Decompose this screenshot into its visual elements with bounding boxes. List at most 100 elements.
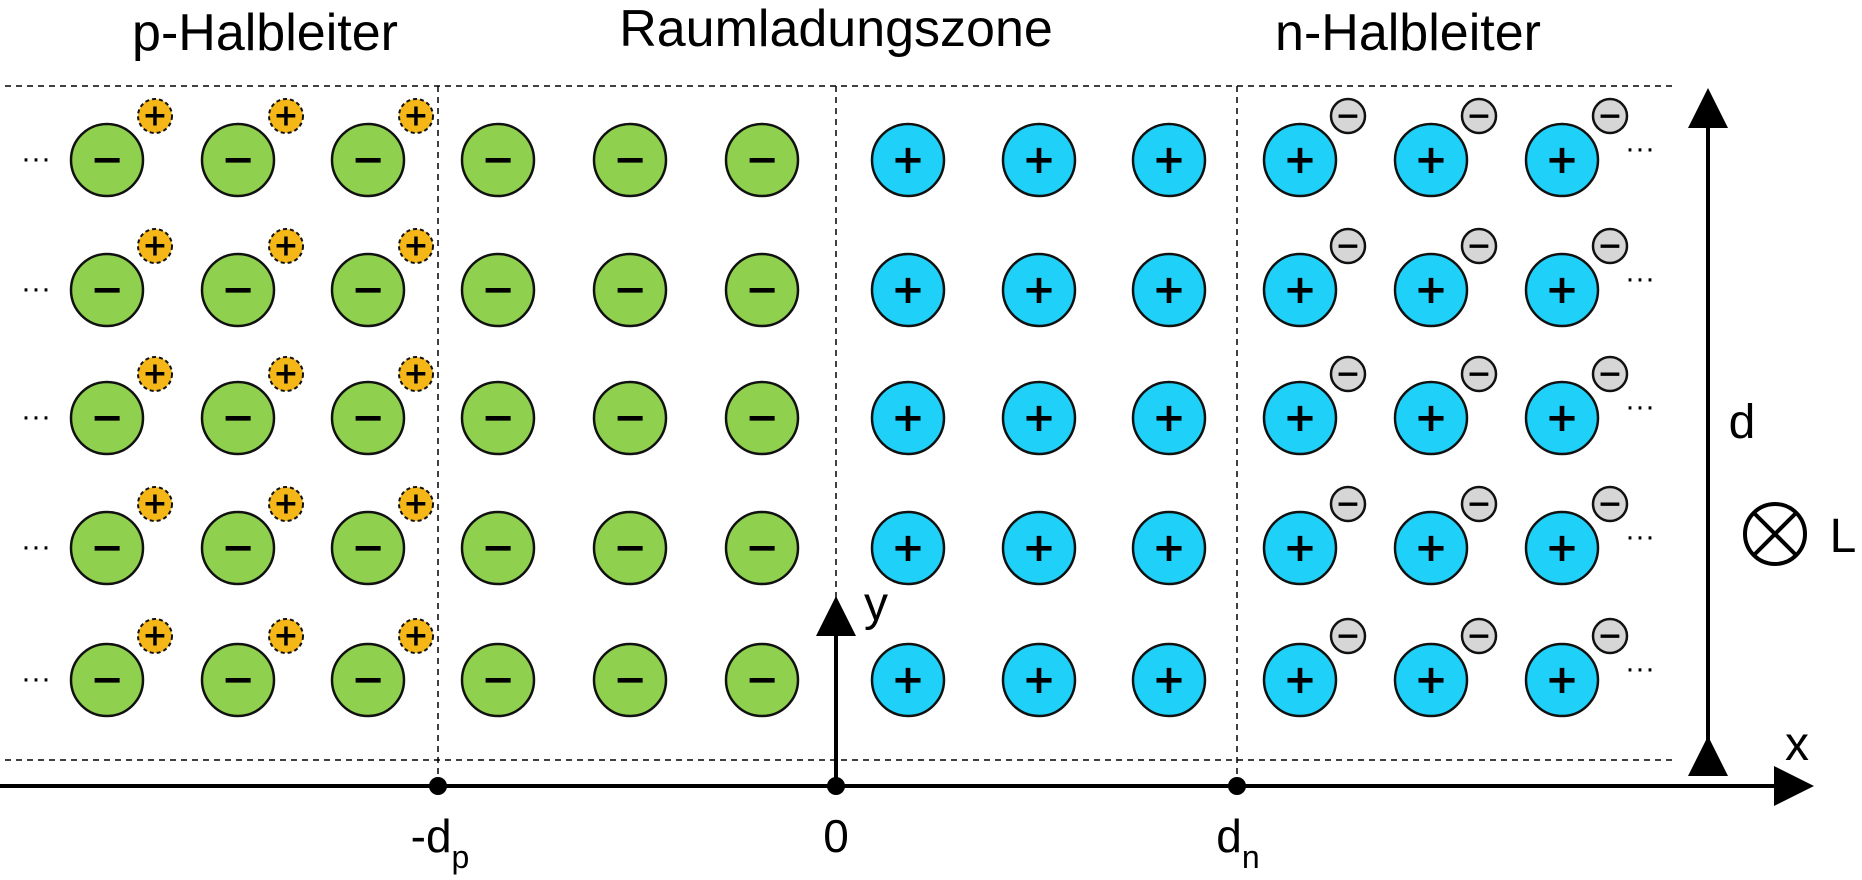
electron: − bbox=[1591, 617, 1629, 655]
electron: − bbox=[1460, 355, 1498, 393]
hole-sign: + bbox=[273, 229, 298, 264]
donor-ion-sign: + bbox=[1283, 267, 1317, 313]
acceptor-ion: − bbox=[724, 380, 800, 456]
donor-ion: + bbox=[1001, 642, 1077, 718]
donor-ion-sign: + bbox=[1414, 657, 1448, 703]
p-region-title: p-Halbleiter bbox=[132, 4, 398, 62]
hole-sign: + bbox=[142, 357, 167, 392]
acceptor-ion-sign: − bbox=[90, 395, 124, 441]
electron: − bbox=[1329, 97, 1367, 135]
donor-ion: + bbox=[1131, 510, 1207, 586]
electron-sign: − bbox=[1466, 357, 1491, 392]
acceptor-ion: − bbox=[69, 252, 145, 328]
donor-ion: + bbox=[1262, 510, 1338, 586]
donor-ion: + bbox=[1524, 380, 1600, 456]
donor-ion: + bbox=[1131, 380, 1207, 456]
hole-sign: + bbox=[403, 357, 428, 392]
acceptor-ion: − bbox=[724, 252, 800, 328]
donor-ion: + bbox=[1524, 252, 1600, 328]
hole-sign: + bbox=[403, 619, 428, 654]
hole-sign: + bbox=[142, 487, 167, 522]
acceptor-ion: − bbox=[69, 122, 145, 198]
donor-ion-sign: + bbox=[1152, 657, 1186, 703]
acceptor-ion: − bbox=[460, 252, 536, 328]
acceptor-ion: − bbox=[330, 642, 406, 718]
electron: − bbox=[1460, 617, 1498, 655]
donor-ion: + bbox=[1001, 122, 1077, 198]
donor-ion: + bbox=[1262, 122, 1338, 198]
row-ellipsis-left: ··· bbox=[21, 400, 51, 433]
donor-ion: + bbox=[1393, 380, 1469, 456]
acceptor-ion-sign: − bbox=[745, 657, 779, 703]
acceptor-ion-sign: − bbox=[351, 657, 385, 703]
length-label: L bbox=[1830, 510, 1857, 563]
donor-ion-sign: + bbox=[1414, 137, 1448, 183]
n-region-title: n-Halbleiter bbox=[1275, 4, 1541, 62]
row-ellipsis-left: ··· bbox=[21, 662, 51, 695]
electron-sign: − bbox=[1466, 99, 1491, 134]
acceptor-ion: − bbox=[330, 252, 406, 328]
acceptor-ion-sign: − bbox=[90, 525, 124, 571]
acceptor-ion-sign: − bbox=[613, 137, 647, 183]
donor-ion-sign: + bbox=[1152, 267, 1186, 313]
donor-ion: + bbox=[1393, 122, 1469, 198]
hole: + bbox=[137, 228, 173, 264]
acceptor-ion-sign: − bbox=[481, 657, 515, 703]
donor-ion: + bbox=[1001, 252, 1077, 328]
hole-sign: + bbox=[142, 99, 167, 134]
electron-sign: − bbox=[1466, 619, 1491, 654]
electron-sign: − bbox=[1335, 619, 1360, 654]
hole-sign: + bbox=[273, 619, 298, 654]
acceptor-ion: − bbox=[592, 122, 668, 198]
donor-ion: + bbox=[1131, 642, 1207, 718]
acceptor-ion-sign: − bbox=[745, 525, 779, 571]
hole-sign: + bbox=[403, 487, 428, 522]
electron-sign: − bbox=[1466, 229, 1491, 264]
hole-sign: + bbox=[142, 229, 167, 264]
hole: + bbox=[398, 98, 434, 134]
x-ticks: -dp 0 dn bbox=[411, 777, 1260, 875]
acceptor-ion: − bbox=[330, 510, 406, 586]
electron: − bbox=[1460, 485, 1498, 523]
donor-ion-sign: + bbox=[1545, 267, 1579, 313]
hole: + bbox=[268, 228, 304, 264]
into-page-cross-circle-icon bbox=[1743, 502, 1807, 566]
acceptor-ion-sign: − bbox=[351, 395, 385, 441]
donor-ion: + bbox=[1262, 252, 1338, 328]
hole: + bbox=[137, 356, 173, 392]
acceptor-ion: − bbox=[330, 380, 406, 456]
donor-ion-sign: + bbox=[1022, 657, 1056, 703]
donor-ion: + bbox=[870, 122, 946, 198]
acceptor-ion: − bbox=[460, 122, 536, 198]
acceptor-ion-sign: − bbox=[745, 395, 779, 441]
donor-ion-sign: + bbox=[1022, 525, 1056, 571]
donor-ion-sign: + bbox=[891, 395, 925, 441]
donor-ion-sign: + bbox=[1545, 137, 1579, 183]
acceptor-ion-sign: − bbox=[745, 267, 779, 313]
electron: − bbox=[1591, 97, 1629, 135]
acceptor-ion: − bbox=[460, 642, 536, 718]
row-ellipsis-right: ··· bbox=[1625, 652, 1655, 685]
acceptor-ion-sign: − bbox=[613, 657, 647, 703]
electron-sign: − bbox=[1335, 99, 1360, 134]
acceptor-ion-sign: − bbox=[351, 137, 385, 183]
acceptor-ion-sign: − bbox=[90, 267, 124, 313]
donor-ion-sign: + bbox=[1283, 137, 1317, 183]
donor-ion: + bbox=[1524, 510, 1600, 586]
donor-ion-sign: + bbox=[1414, 525, 1448, 571]
acceptor-ion: − bbox=[724, 510, 800, 586]
acceptor-ion: − bbox=[592, 252, 668, 328]
electron-sign: − bbox=[1597, 357, 1622, 392]
donor-ion: + bbox=[1524, 642, 1600, 718]
tick-dot-zero bbox=[827, 777, 845, 795]
acceptor-ion-sign: − bbox=[745, 137, 779, 183]
donor-ion-sign: + bbox=[1283, 395, 1317, 441]
hole-sign: + bbox=[403, 99, 428, 134]
acceptor-ion: − bbox=[200, 642, 276, 718]
donor-ion-sign: + bbox=[1283, 657, 1317, 703]
acceptor-ion: − bbox=[200, 380, 276, 456]
donor-ion-sign: + bbox=[891, 267, 925, 313]
acceptor-ion: − bbox=[69, 510, 145, 586]
acceptor-ion: − bbox=[724, 642, 800, 718]
acceptor-ion-sign: − bbox=[481, 137, 515, 183]
